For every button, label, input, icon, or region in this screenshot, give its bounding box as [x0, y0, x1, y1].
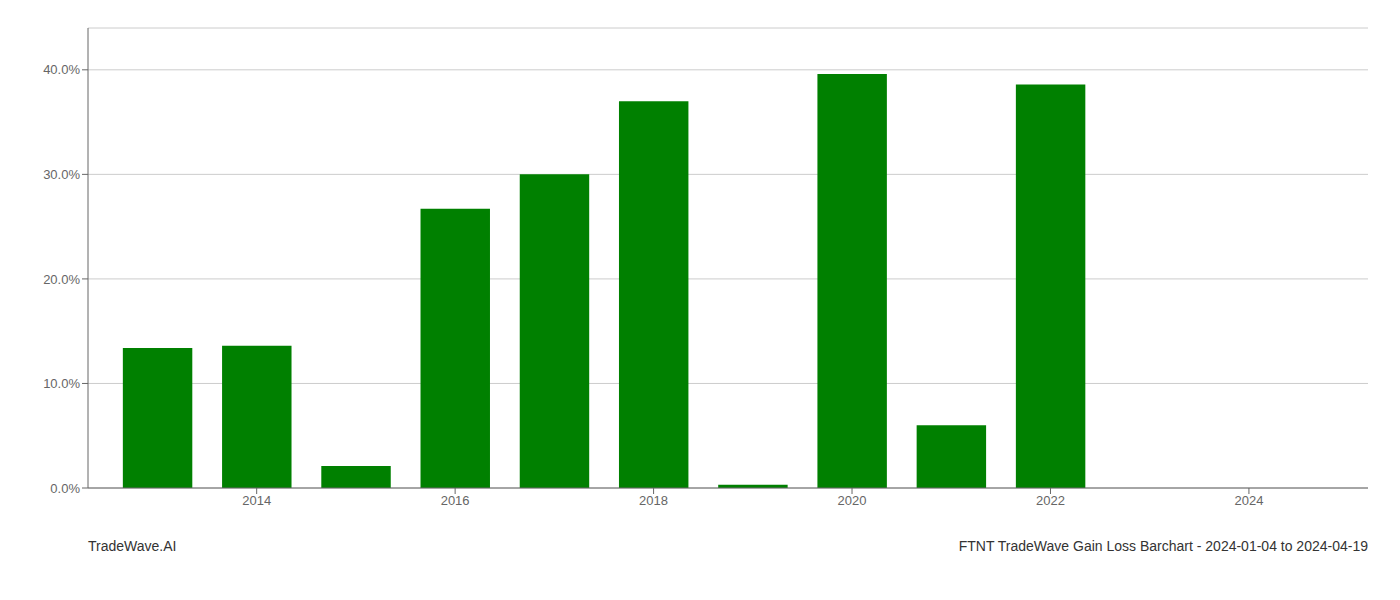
html-text:FTNT TradeWave Gain Loss Barch: FTNT TradeWave Gain Loss Barchart - 2024…: [958, 538, 1368, 554]
svg-text:2020: 2020: [838, 493, 867, 508]
svg-text:2022: 2022: [1036, 493, 1065, 508]
svg-text:0.0%: 0.0%: [50, 481, 80, 496]
svg-text:2016: 2016: [441, 493, 470, 508]
svg-text:10.0%: 10.0%: [43, 376, 80, 391]
svg-text:20.0%: 20.0%: [43, 272, 80, 287]
svg-text:2014: 2014: [242, 493, 271, 508]
svg-text:2018: 2018: [639, 493, 668, 508]
svg-text:30.0%: 30.0%: [43, 167, 80, 182]
svg-text:40.0%: 40.0%: [43, 62, 80, 77]
svg-text:2024: 2024: [1234, 493, 1263, 508]
html-text:TradeWave.AI: TradeWave.AI: [88, 538, 177, 554]
